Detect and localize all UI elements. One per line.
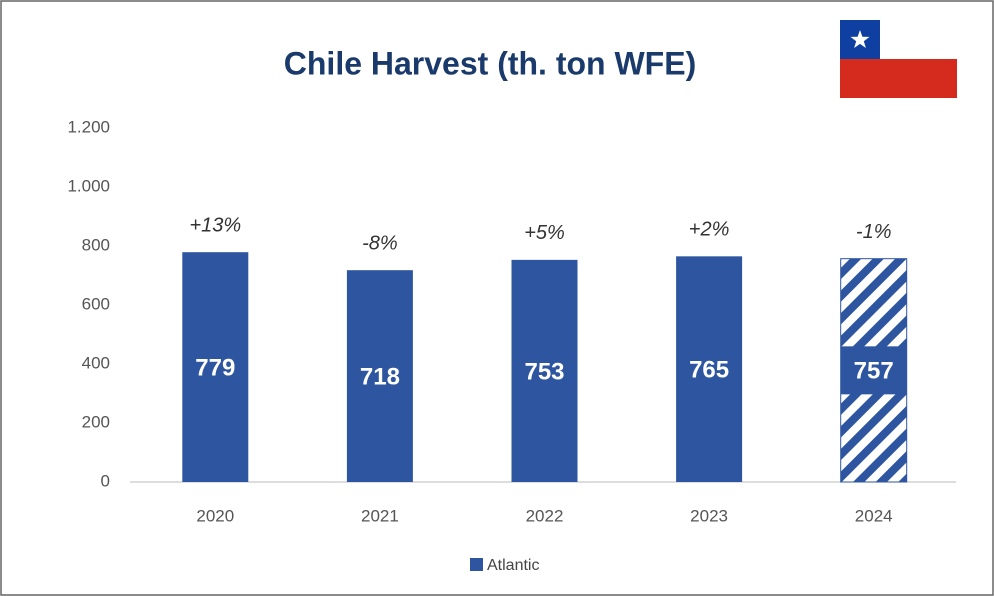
y-tick-label: 1.200 [67, 117, 110, 136]
change-label: +2% [689, 219, 730, 241]
value-label-box [840, 346, 907, 395]
bar [511, 259, 578, 482]
legend-swatch [470, 558, 483, 571]
y-tick-label: 800 [82, 235, 110, 254]
x-tick-label: 2021 [361, 506, 399, 525]
y-tick-label: 200 [82, 412, 110, 431]
x-tick-label: 2023 [690, 506, 728, 525]
value-label: 753 [524, 358, 564, 385]
y-tick-label: 600 [82, 294, 110, 313]
x-tick-label: 2024 [855, 506, 893, 525]
bar [346, 270, 413, 482]
change-label: -8% [362, 232, 398, 254]
change-label: +5% [524, 222, 565, 244]
value-label: 718 [360, 363, 400, 390]
value-label: 765 [689, 357, 729, 384]
value-label: 757 [854, 358, 894, 385]
x-tick-label: 2020 [196, 506, 234, 525]
change-label: +13% [189, 214, 241, 236]
value-label: 779 [195, 354, 235, 381]
bar [676, 256, 743, 482]
change-label: -1% [856, 221, 892, 243]
chart-title: Chile Harvest (th. ton WFE) [284, 45, 696, 81]
y-tick-label: 0 [101, 471, 110, 490]
flag [840, 20, 957, 98]
y-tick-label: 400 [82, 353, 110, 372]
bar [182, 252, 249, 482]
y-tick-label: 1.000 [67, 176, 110, 195]
x-tick-label: 2022 [526, 506, 564, 525]
legend-label: Atlantic [487, 557, 539, 574]
